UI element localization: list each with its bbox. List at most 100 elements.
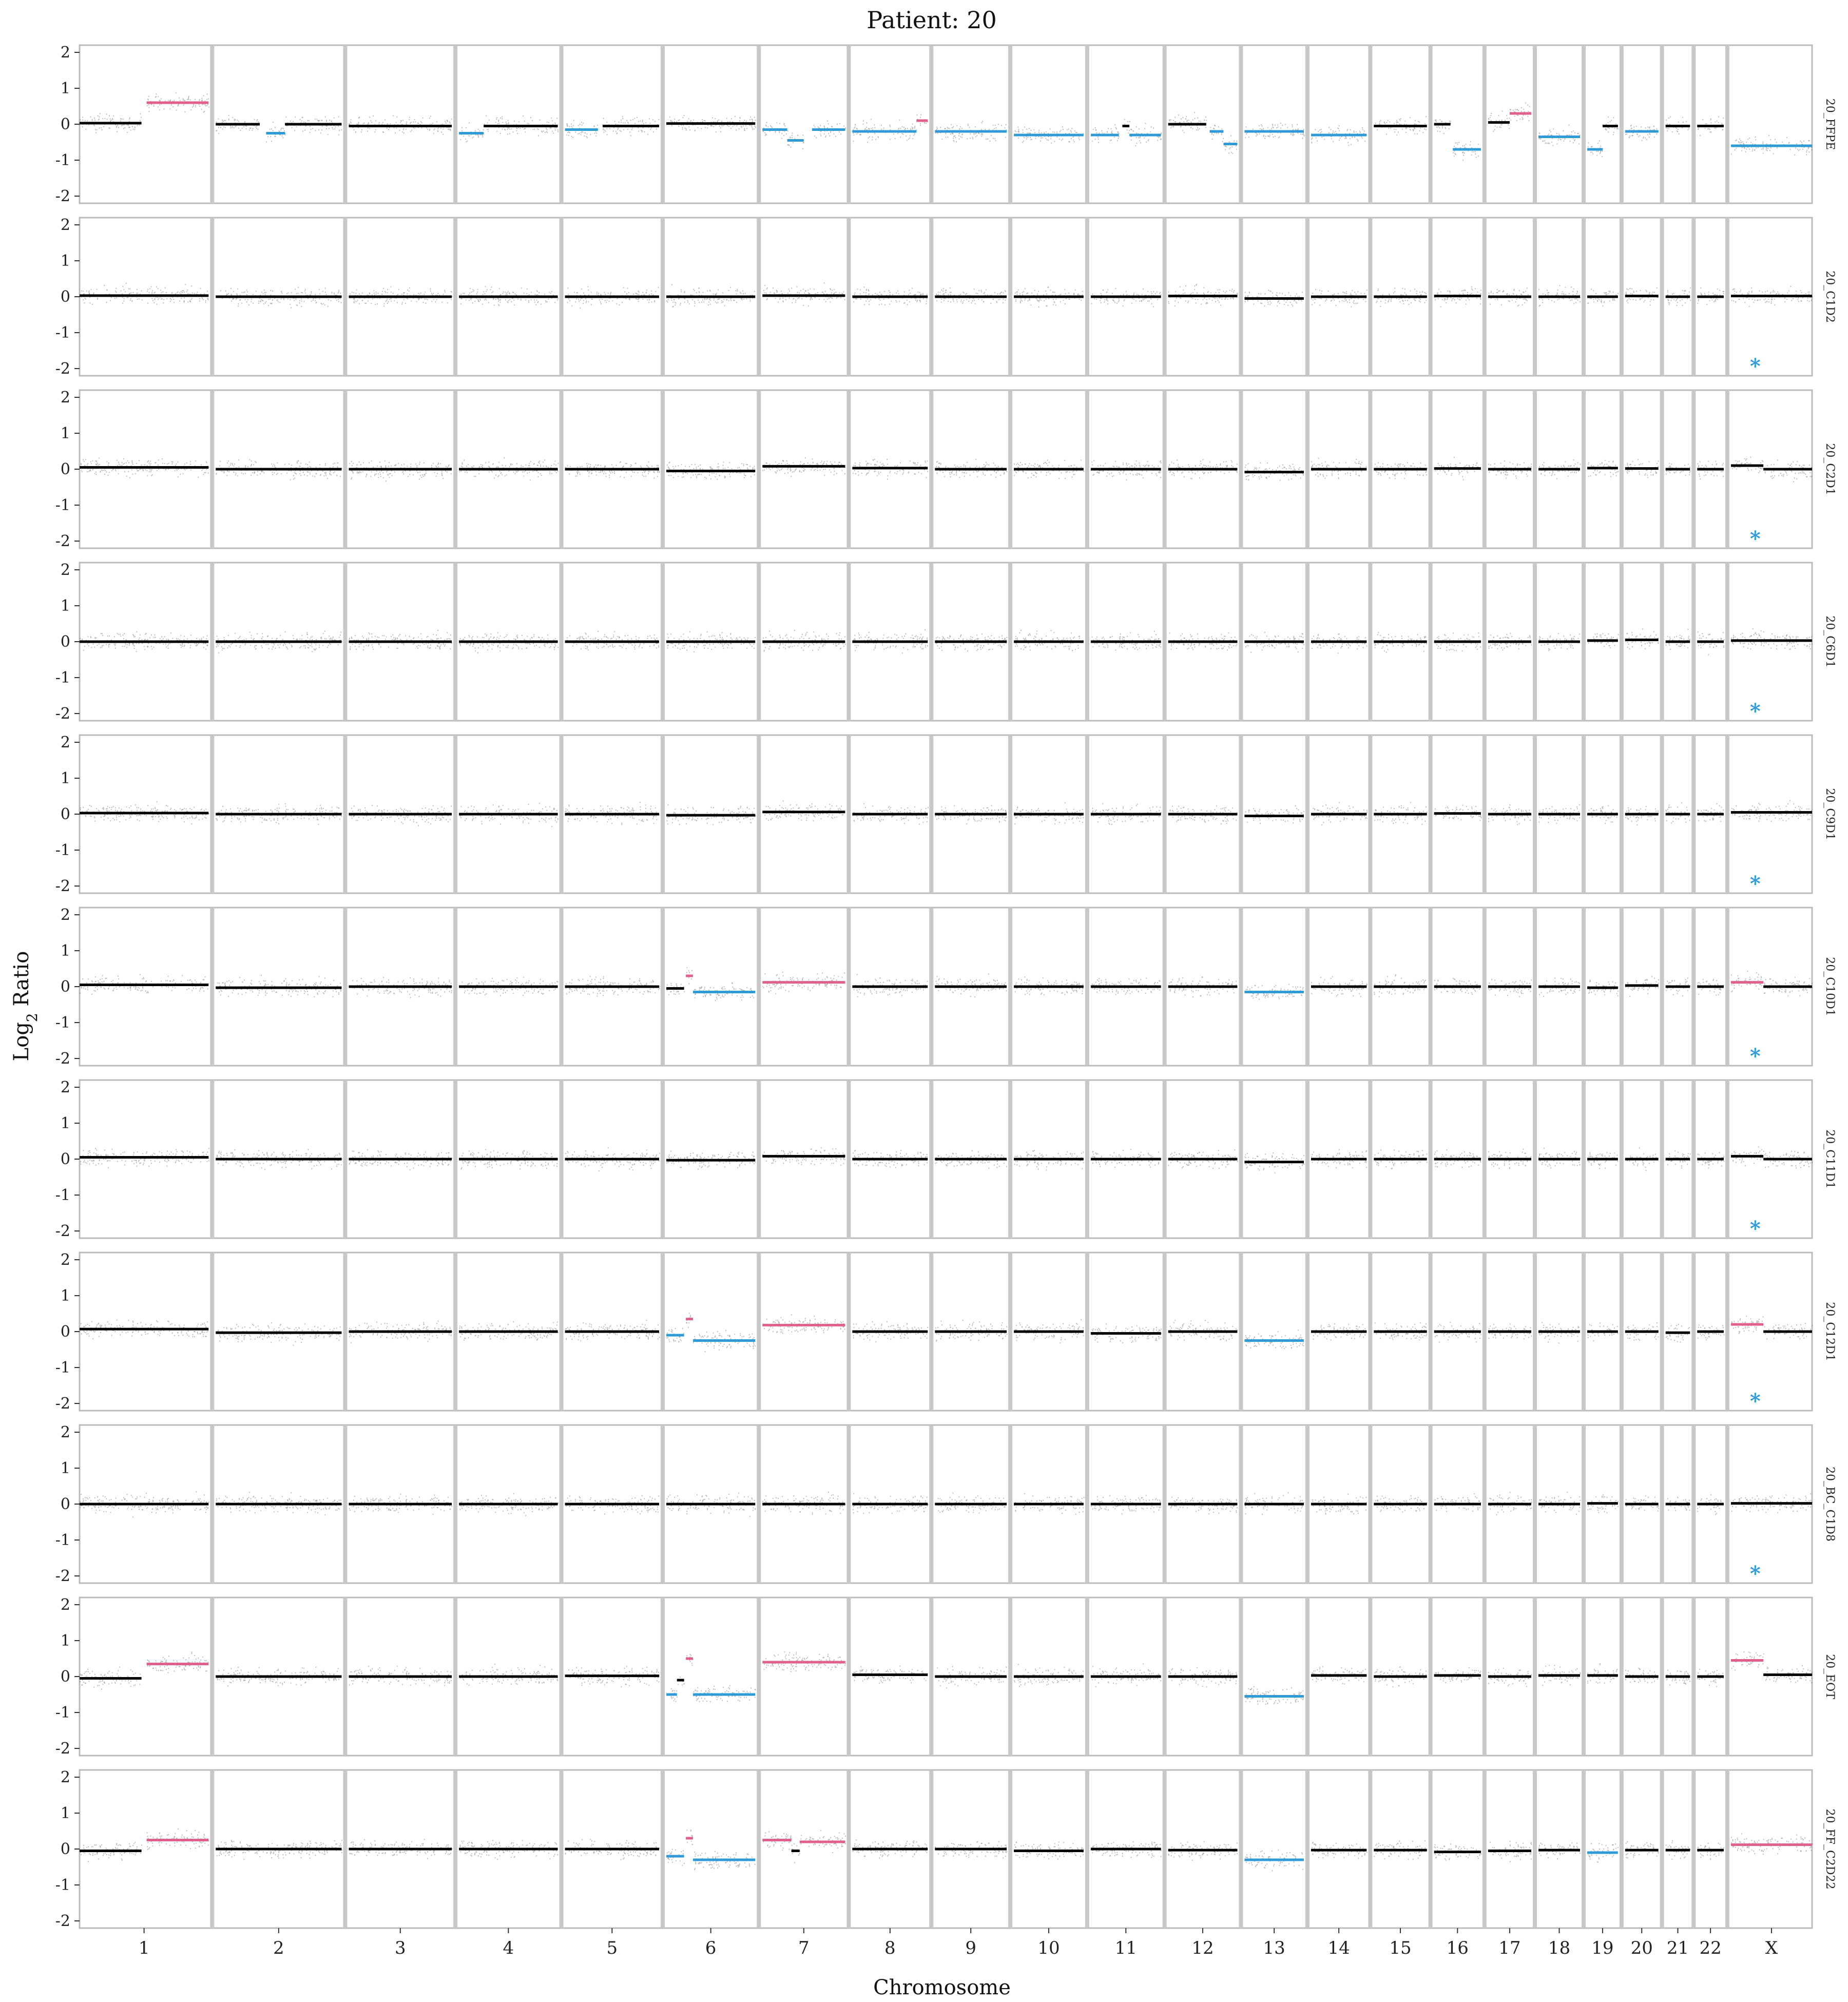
y-tick-label: -2	[55, 1740, 70, 1758]
y-axis-title-main: Log	[10, 1022, 33, 1061]
chromosome-label-9: 9	[965, 1938, 976, 1958]
chromosome-label-X: X	[1765, 1938, 1778, 1958]
chromosome-label-19: 19	[1591, 1938, 1613, 1958]
y-tick-label: 1	[61, 597, 70, 615]
y-tick-label: 2	[61, 1596, 70, 1614]
y-tick-label: -1	[55, 1876, 70, 1894]
y-tick-label: 2	[61, 1423, 70, 1441]
y-tick-label: -1	[55, 324, 70, 342]
significance-star: *	[1750, 527, 1761, 551]
probe-points	[1434, 1149, 1481, 1168]
chromosome-label-4: 4	[503, 1938, 514, 1958]
y-tick-label: 2	[61, 561, 70, 579]
probe-points	[1588, 633, 1619, 648]
y-tick-label: -2	[55, 1222, 70, 1240]
probe-points	[853, 1321, 928, 1342]
chromosome-label-20: 20	[1631, 1938, 1653, 1958]
chromosome-label-22: 22	[1699, 1938, 1721, 1958]
probe-points	[1538, 124, 1581, 146]
sample-strip-label: 20_EOT	[1823, 1654, 1836, 1699]
chromosome-label-14: 14	[1327, 1938, 1350, 1958]
panel-20_C1D2: 2 1 0 -1 -2 * 20_C1D2	[55, 216, 1836, 378]
y-tick-label: 0	[61, 1668, 70, 1686]
y-tick-label: 0	[61, 1495, 70, 1513]
y-tick-label: -1	[55, 151, 70, 169]
sample-strip-label: 20_BC_C1D8	[1823, 1467, 1836, 1542]
y-tick-label: 1	[61, 769, 70, 787]
y-tick-label: 0	[61, 1840, 70, 1858]
y-tick-label: -1	[55, 1186, 70, 1204]
y-tick-label: 2	[61, 1251, 70, 1269]
probe-points	[1587, 1322, 1619, 1342]
panel-20_EOT: 2 1 0 -1 -2 20_EOT	[55, 1596, 1836, 1758]
chromosome-label-12: 12	[1191, 1938, 1214, 1958]
probe-points	[693, 1685, 756, 1703]
panel-20_BC_C1D8: 2 1 0 -1 -2 * 20_BC_C1D8	[55, 1423, 1836, 1586]
significance-star: *	[1750, 699, 1761, 723]
y-tick-label: -2	[55, 877, 70, 895]
probe-points	[1014, 126, 1084, 144]
y-tick-label: -2	[55, 360, 70, 378]
y-tick-label: 1	[61, 1459, 70, 1477]
y-tick-label: -2	[55, 532, 70, 550]
y-tick-label: 1	[61, 425, 70, 442]
y-tick-label: 1	[61, 1114, 70, 1132]
probe-points	[1488, 632, 1532, 651]
sample-strip-label: 20_C6D1	[1823, 615, 1836, 667]
significance-star: *	[1750, 872, 1761, 896]
y-tick-label: 1	[61, 942, 70, 960]
sample-strip-label: 20_C12D1	[1823, 1302, 1836, 1361]
y-tick-label: 1	[61, 1287, 70, 1305]
sample-strip-label: 20_C2D1	[1823, 443, 1836, 495]
probe-points	[1698, 116, 1724, 136]
chromosome-label-18: 18	[1548, 1938, 1570, 1958]
y-tick-label: -1	[55, 1704, 70, 1722]
y-tick-label: -1	[55, 841, 70, 859]
chart-title: Patient: 20	[867, 6, 997, 34]
sample-strip-label: 20_FF_C2D22	[1823, 1809, 1836, 1890]
panels: 2 1 0 -1 -2 20_FFPE 2 1 0 -1 -2 * 20_C1D2 2 1 0 -1 -2 * 20_…	[55, 44, 1836, 1930]
y-tick-label: -2	[55, 705, 70, 723]
probe-points	[1169, 1319, 1238, 1341]
y-tick-label: 0	[61, 288, 70, 306]
probe-points	[1666, 1669, 1690, 1686]
y-tick-label: 2	[61, 44, 70, 62]
probe-points	[349, 1149, 453, 1170]
y-tick-label: -2	[55, 1050, 70, 1068]
y-tick-label: -1	[55, 669, 70, 687]
chromosome-label-7: 7	[798, 1938, 810, 1958]
chromosome-label-8: 8	[884, 1938, 896, 1958]
panel-20_FF_C2D22: 2 1 0 -1 -2 20_FF_C2D22	[55, 1768, 1836, 1930]
significance-star: *	[1750, 1389, 1761, 1413]
y-axis-title: Log2 Ratio	[10, 951, 41, 1062]
panel-20_FFPE: 2 1 0 -1 -2 20_FFPE	[55, 44, 1836, 205]
chromosome-label-1: 1	[139, 1938, 150, 1958]
panel-20_C10D1: 2 1 0 -1 -2 * 20_C10D1	[55, 906, 1836, 1068]
chromosome-label-17: 17	[1498, 1938, 1520, 1958]
probe-points	[1091, 1323, 1162, 1343]
y-tick-label: -2	[55, 187, 70, 205]
significance-star: *	[1750, 354, 1761, 378]
chromosome-label-5: 5	[606, 1938, 618, 1958]
sample-strip-label: 20_C9D1	[1823, 788, 1836, 840]
panel-20_C12D1: 2 1 0 -1 -2 * 20_C12D1	[55, 1251, 1836, 1413]
panel-20_C6D1: 2 1 0 -1 -2 * 20_C6D1	[55, 561, 1836, 723]
y-tick-label: 1	[61, 1804, 70, 1822]
y-tick-label: 2	[61, 216, 70, 234]
x-axis-title: Chromosome	[873, 1976, 1011, 1999]
y-tick-label: 2	[61, 389, 70, 407]
y-tick-label: 0	[61, 1150, 70, 1168]
probe-points	[1375, 1495, 1428, 1513]
chromosome-label-21: 21	[1667, 1938, 1689, 1958]
y-tick-label: 0	[61, 633, 70, 651]
y-tick-label: 0	[61, 460, 70, 478]
chromosome-label-6: 6	[705, 1938, 717, 1958]
probe-points	[763, 629, 846, 652]
y-tick-label: -1	[55, 1014, 70, 1032]
y-tick-label: 0	[61, 1323, 70, 1341]
y-axis-title-tail: Ratio	[10, 951, 33, 1013]
chromosome-label-11: 11	[1115, 1938, 1137, 1958]
y-tick-label: 0	[61, 978, 70, 996]
y-tick-label: -1	[55, 496, 70, 514]
panel-20_C9D1: 2 1 0 -1 -2 * 20_C9D1	[55, 734, 1836, 896]
